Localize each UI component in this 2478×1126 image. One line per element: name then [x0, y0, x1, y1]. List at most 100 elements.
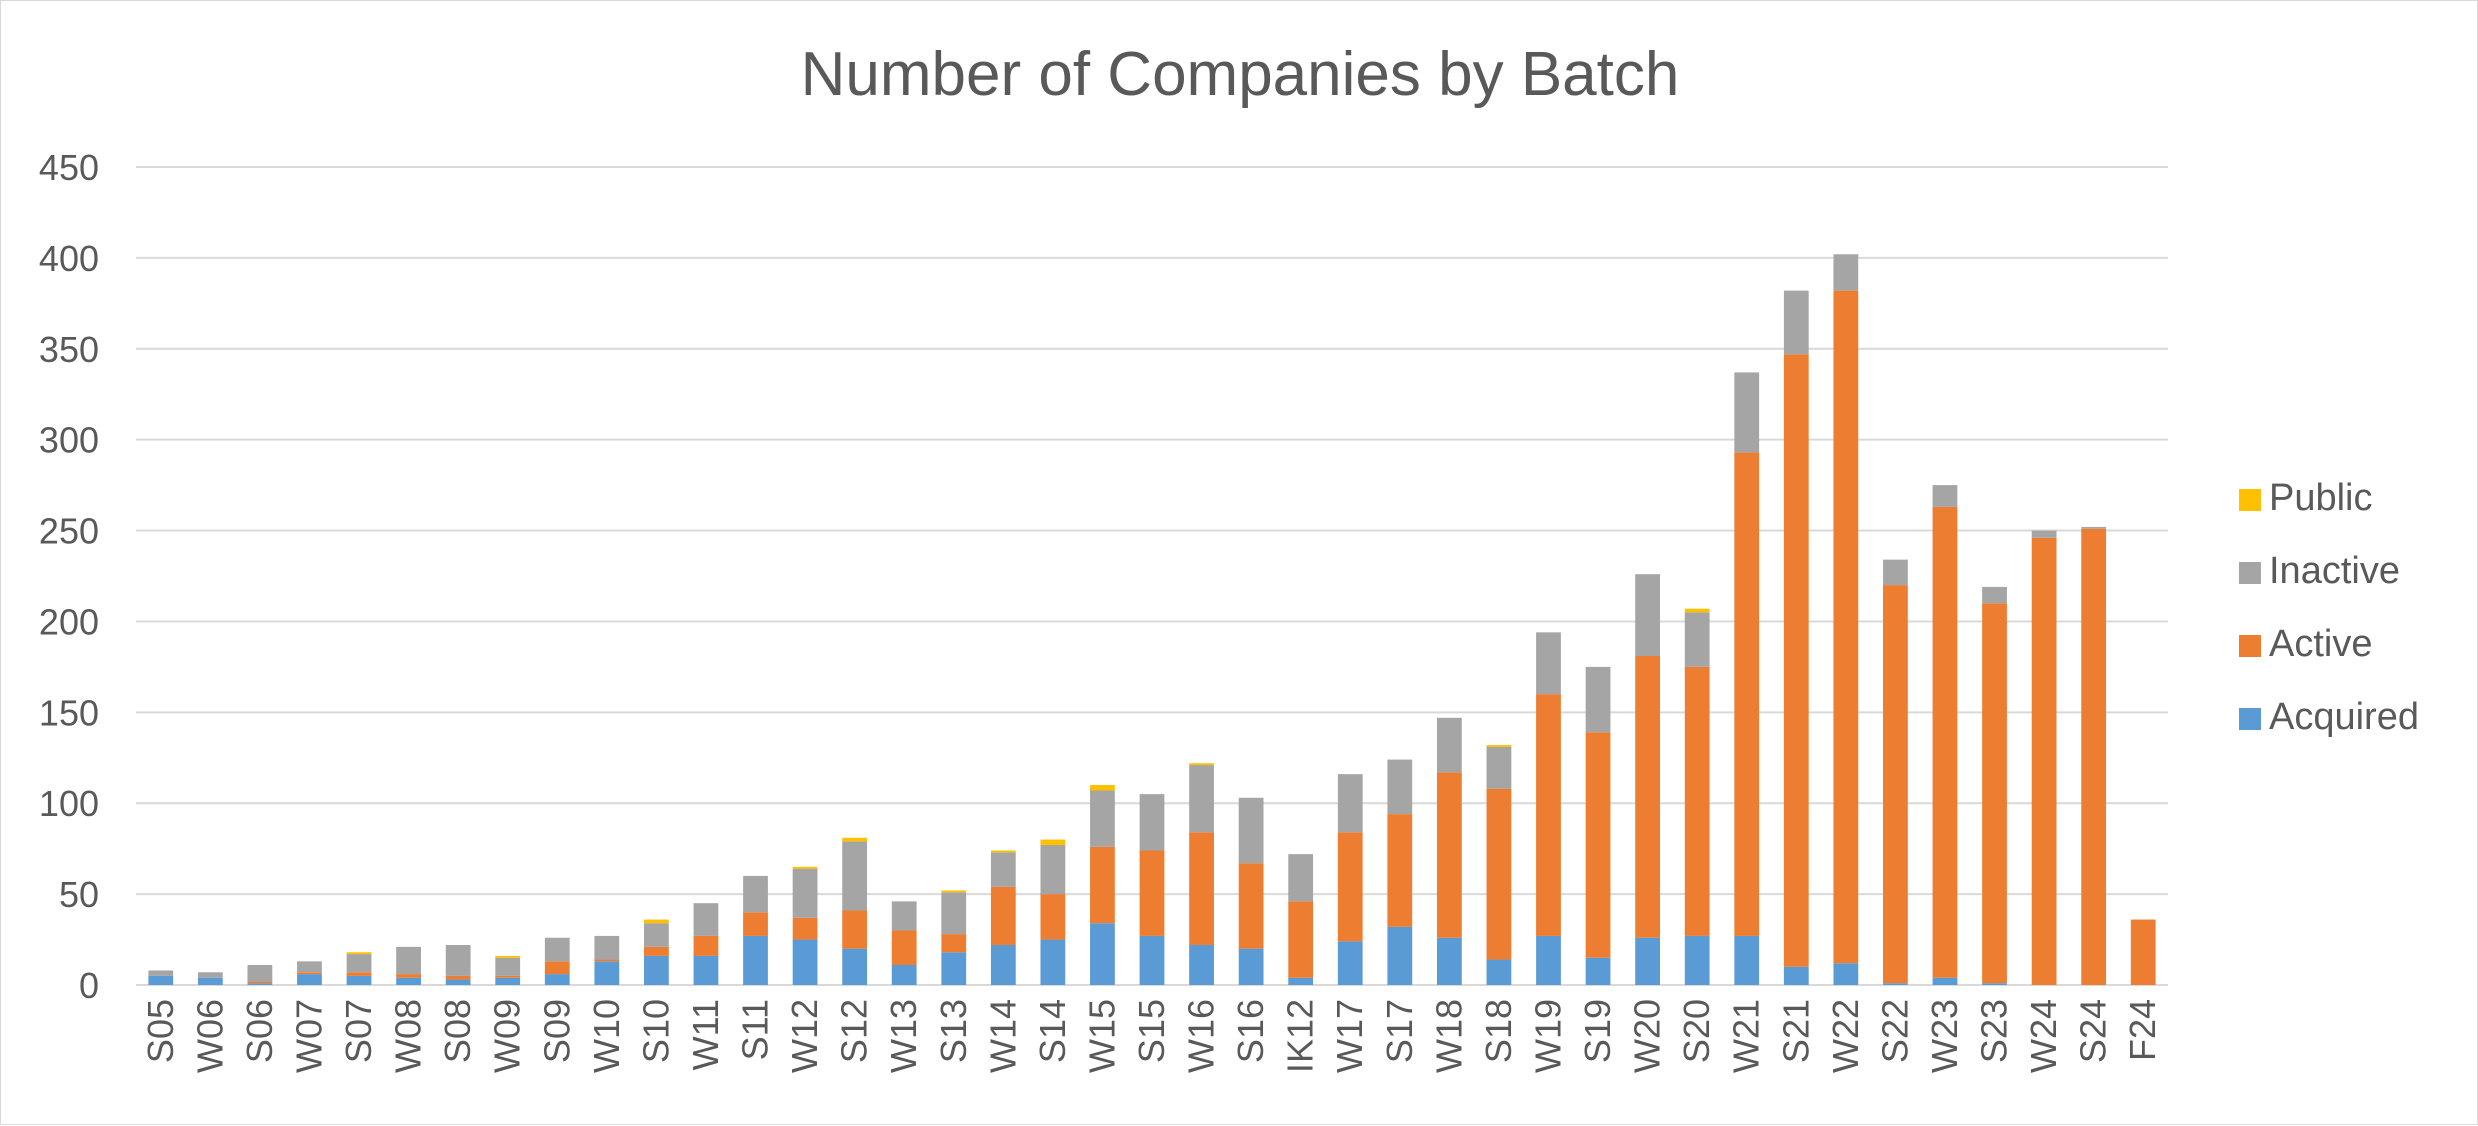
y-tick-label: 150 [39, 692, 99, 733]
bar-segment-inactive [1288, 854, 1314, 902]
bar-segment-active [644, 946, 669, 956]
bar-stack [1982, 586, 2007, 985]
x-tick-label: S10 [635, 999, 676, 1063]
x-tick-label: S11 [735, 999, 776, 1060]
bar-stack [1783, 290, 1809, 985]
bar-segment-inactive [1833, 254, 1859, 291]
y-tick-label: 350 [39, 329, 99, 370]
x-axis-ticks: S05 W06 S06 W07 S07 W08 S08 W09 S09 W10 S10 W11 S11 W… [140, 999, 2163, 1073]
bar-stack [346, 952, 372, 985]
bar-segment-active [2081, 528, 2107, 985]
bar-segment-acquired [1833, 963, 1859, 985]
bars [148, 254, 2156, 985]
bar-segment-acquired [197, 977, 223, 985]
bar-stack [148, 970, 174, 985]
bar-segment-active [941, 934, 967, 953]
bar-segment-public [941, 890, 967, 893]
bar-stack [1734, 372, 1760, 985]
bar-segment-inactive [396, 946, 421, 975]
bar-segment-active [396, 974, 421, 978]
bar-segment-acquired [1486, 959, 1512, 985]
bar-segment-inactive [495, 957, 521, 976]
legend-label: Acquired [2269, 696, 2419, 738]
bar-segment-inactive [1982, 586, 2007, 604]
x-tick-label: W13 [883, 999, 924, 1073]
bar-segment-inactive [1585, 666, 1611, 733]
legend-item-active: Active [2239, 623, 2372, 665]
bar-segment-public [346, 952, 372, 955]
x-tick-label: S12 [834, 999, 875, 1063]
bar-segment-active [1090, 846, 1115, 924]
bar-segment-acquired [1288, 977, 1314, 985]
bar-segment-acquired [743, 935, 768, 985]
x-tick-label: W07 [288, 999, 329, 1073]
bar-segment-inactive [1783, 290, 1809, 355]
bar-segment-public [842, 837, 868, 842]
bar-stack [445, 945, 471, 985]
bar-stack [1288, 854, 1314, 985]
bar-segment-inactive [792, 868, 818, 918]
bar-segment-active [842, 910, 868, 949]
bar-segment-inactive [1337, 774, 1363, 833]
x-tick-label: S20 [1676, 999, 1717, 1063]
x-tick-label: W09 [487, 999, 528, 1073]
bar-stack [1486, 745, 1512, 985]
x-tick-label: S18 [1478, 999, 1519, 1063]
legend-label: Active [2269, 623, 2372, 665]
bar-segment-active [1337, 832, 1363, 942]
gridlines [136, 166, 2168, 986]
bar-stack [1189, 763, 1214, 985]
y-tick-label: 400 [39, 238, 99, 279]
bar-segment-public [792, 866, 818, 869]
bar-segment-active [2031, 537, 2057, 985]
bar-segment-inactive [693, 903, 719, 936]
bar-stack [197, 972, 223, 985]
bar-segment-acquired [1387, 926, 1413, 985]
x-tick-label: W20 [1627, 999, 1668, 1073]
bar-segment-active [990, 886, 1016, 946]
bar-segment-active [1982, 603, 2007, 984]
bar-segment-active [1536, 694, 1561, 936]
bar-stack [990, 850, 1016, 985]
bar-segment-inactive [1436, 717, 1462, 773]
bar-segment-inactive [1090, 790, 1115, 847]
bar-segment-active [2130, 919, 2156, 985]
bar-segment-inactive [297, 961, 322, 973]
y-tick-label: 100 [39, 783, 99, 824]
bar-stack [1585, 666, 1611, 985]
bar-segment-acquired [1734, 935, 1760, 985]
x-tick-label: W14 [982, 999, 1023, 1073]
bar-segment-inactive [445, 945, 471, 976]
bar-stack [1090, 785, 1115, 985]
y-tick-label: 200 [39, 601, 99, 642]
bar-segment-inactive [941, 892, 967, 935]
bar-segment-active [1189, 832, 1214, 946]
bar-segment-active [247, 981, 273, 984]
x-tick-label: W06 [189, 999, 230, 1073]
bar-stack [891, 901, 917, 985]
bar-stack [693, 903, 719, 985]
bar-segment-inactive [544, 937, 570, 962]
bar-segment-inactive [1932, 485, 1958, 507]
bar-segment-acquired [247, 983, 273, 985]
bar-segment-active [1883, 585, 1908, 984]
bar-segment-inactive [1883, 559, 1908, 586]
legend: Public Inactive Active Acquired [2239, 477, 2419, 738]
bar-segment-inactive [743, 875, 768, 913]
x-tick-label: F24 [2122, 999, 2163, 1061]
bar-stack [1139, 794, 1165, 985]
bar-segment-active [1684, 666, 1710, 936]
bar-segment-public [1090, 785, 1115, 791]
bar-segment-active [1734, 452, 1760, 936]
bar-segment-inactive [1040, 845, 1066, 895]
x-tick-label: S07 [338, 999, 379, 1063]
bar-segment-public [1040, 839, 1066, 846]
bar-segment-acquired [346, 975, 372, 985]
bar-segment-inactive [1139, 794, 1165, 851]
x-tick-label: IK12 [1280, 999, 1321, 1073]
bar-segment-acquired [544, 974, 570, 985]
y-tick-label: 450 [39, 147, 99, 188]
bar-segment-acquired [941, 952, 967, 985]
legend-swatch [2239, 635, 2261, 657]
